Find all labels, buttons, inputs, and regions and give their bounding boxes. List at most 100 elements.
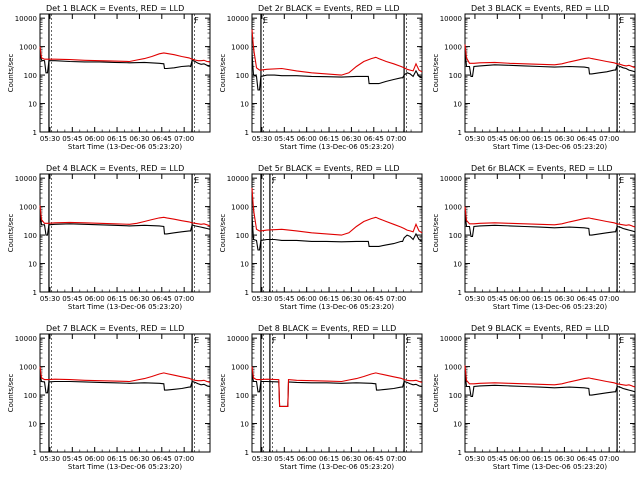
panel-title: Det 7 BLACK = Events, RED = LLD bbox=[46, 324, 184, 333]
series-line-lld bbox=[251, 29, 423, 76]
x-axis-label: Start Time (13-Dec-06 05:23:20) bbox=[493, 463, 607, 471]
y-tick-label: 10 bbox=[453, 261, 462, 269]
x-tick-label: 06:15 bbox=[107, 455, 127, 463]
x-tick-label: 07:00 bbox=[599, 295, 619, 303]
x-tick-label: 06:45 bbox=[152, 295, 172, 303]
y-tick-label: 10 bbox=[453, 101, 462, 109]
x-tick-label: 06:45 bbox=[152, 455, 172, 463]
y-tick-label: 100 bbox=[24, 72, 37, 80]
y-axis-label: Counts/sec bbox=[7, 374, 15, 413]
y-tick-label: 1 bbox=[33, 129, 37, 137]
y-axis-label: Counts/sec bbox=[219, 374, 227, 413]
series-line-events bbox=[39, 369, 211, 394]
panel-9: Det 9 BLACK = Events, RED = LLD 1 10 100 100… bbox=[432, 324, 636, 471]
y-tick-label: 1 bbox=[458, 449, 462, 457]
marker-label: F bbox=[194, 16, 199, 25]
panel-3: Det 3 BLACK = Events, RED = LLD 1 10 100 100… bbox=[432, 4, 636, 151]
x-axis-label: Start Time (13-Dec-06 05:23:20) bbox=[280, 303, 394, 311]
x-tick-label: 06:15 bbox=[532, 455, 552, 463]
marker-label: E bbox=[619, 336, 624, 345]
x-tick-label: 06:45 bbox=[364, 295, 384, 303]
plot-frame bbox=[251, 173, 423, 293]
y-tick-label: 10 bbox=[28, 101, 37, 109]
panel-title: Det 9 BLACK = Events, RED = LLD bbox=[471, 324, 609, 333]
panel-title: Det 5r BLACK = Events, RED = LLD bbox=[258, 164, 400, 173]
x-tick-label: 06:30 bbox=[341, 455, 361, 463]
x-tick-label: 06:45 bbox=[364, 455, 384, 463]
y-tick-label: 1000 bbox=[19, 204, 37, 212]
x-tick-label: 06:30 bbox=[554, 135, 574, 143]
plot-frame bbox=[464, 173, 636, 293]
x-tick-label: 05:45 bbox=[274, 295, 294, 303]
series-line-events bbox=[464, 50, 636, 77]
x-tick-label: 06:00 bbox=[297, 455, 317, 463]
series-line-lld bbox=[39, 205, 211, 227]
x-tick-label: 05:45 bbox=[487, 455, 507, 463]
y-axis-label: Counts/sec bbox=[7, 54, 15, 93]
x-tick-label: 06:30 bbox=[129, 455, 149, 463]
y-tick-label: 10000 bbox=[227, 15, 249, 23]
panel-8: Det 8 BLACK = Events, RED = LLD 1 10 100 100… bbox=[219, 324, 423, 471]
marker-label: E bbox=[619, 176, 624, 185]
x-tick-label: 06:45 bbox=[577, 135, 597, 143]
x-tick-label: 05:45 bbox=[62, 295, 82, 303]
x-tick-label: 06:00 bbox=[85, 295, 105, 303]
y-axis-label: Counts/sec bbox=[432, 214, 440, 253]
x-tick-label: 07:00 bbox=[174, 455, 194, 463]
x-axis-label: Start Time (13-Dec-06 05:23:20) bbox=[68, 463, 182, 471]
x-tick-label: 06:15 bbox=[319, 135, 339, 143]
x-tick-label: 06:45 bbox=[577, 295, 597, 303]
x-axis-label: Start Time (13-Dec-06 05:23:20) bbox=[280, 463, 394, 471]
series-line-lld bbox=[464, 365, 636, 388]
series-line-lld bbox=[39, 366, 211, 383]
x-tick-label: 07:00 bbox=[174, 295, 194, 303]
y-axis-label: Counts/sec bbox=[432, 54, 440, 93]
x-axis-label: Start Time (13-Dec-06 05:23:20) bbox=[280, 143, 394, 151]
x-tick-label: 06:30 bbox=[554, 455, 574, 463]
y-tick-label: 1 bbox=[33, 289, 37, 297]
marker-label: F bbox=[272, 176, 277, 185]
x-tick-label: 06:45 bbox=[364, 135, 384, 143]
x-tick-label: 05:45 bbox=[62, 455, 82, 463]
x-tick-label: 05:30 bbox=[465, 135, 485, 143]
plot-frame bbox=[39, 173, 211, 293]
series-line-events bbox=[464, 370, 636, 397]
y-tick-label: 1000 bbox=[231, 44, 249, 52]
y-tick-label: 1 bbox=[245, 129, 249, 137]
y-tick-label: 100 bbox=[236, 232, 249, 240]
x-tick-label: 05:30 bbox=[40, 135, 60, 143]
y-tick-label: 10000 bbox=[15, 15, 37, 23]
panel-5: Det 5r BLACK = Events, RED = LLD 1 10 100 10… bbox=[219, 164, 423, 311]
x-tick-label: 05:30 bbox=[465, 455, 485, 463]
y-tick-label: 100 bbox=[24, 392, 37, 400]
x-tick-label: 06:15 bbox=[319, 455, 339, 463]
x-tick-label: 06:00 bbox=[85, 455, 105, 463]
x-tick-label: 06:45 bbox=[577, 455, 597, 463]
plot-frame bbox=[39, 333, 211, 453]
marker-label: F bbox=[272, 336, 277, 345]
y-tick-label: 1000 bbox=[19, 44, 37, 52]
panel-title: Det 8 BLACK = Events, RED = LLD bbox=[258, 324, 396, 333]
x-tick-label: 06:15 bbox=[107, 135, 127, 143]
panel-title: Det 3 BLACK = Events, RED = LLD bbox=[471, 4, 609, 13]
y-tick-label: 100 bbox=[449, 392, 462, 400]
series-line-lld bbox=[39, 46, 211, 63]
y-tick-label: 10 bbox=[28, 261, 37, 269]
series-line-events bbox=[39, 47, 211, 74]
plot-frame bbox=[464, 333, 636, 453]
marker-label: E bbox=[194, 176, 199, 185]
y-tick-label: 100 bbox=[449, 72, 462, 80]
x-tick-label: 06:15 bbox=[532, 295, 552, 303]
plot-frame bbox=[39, 13, 211, 133]
series-line-events bbox=[464, 210, 636, 237]
x-tick-label: 07:00 bbox=[174, 135, 194, 143]
plot-frame bbox=[251, 13, 423, 133]
y-tick-label: 1000 bbox=[231, 364, 249, 372]
x-tick-label: 05:45 bbox=[487, 135, 507, 143]
panel-7: Det 7 BLACK = Events, RED = LLD 1 10 100 100… bbox=[7, 324, 211, 471]
y-tick-label: 10000 bbox=[227, 175, 249, 183]
x-tick-label: 07:00 bbox=[386, 295, 406, 303]
y-tick-label: 10 bbox=[240, 101, 249, 109]
x-tick-label: 06:15 bbox=[107, 295, 127, 303]
y-tick-label: 1000 bbox=[231, 204, 249, 212]
